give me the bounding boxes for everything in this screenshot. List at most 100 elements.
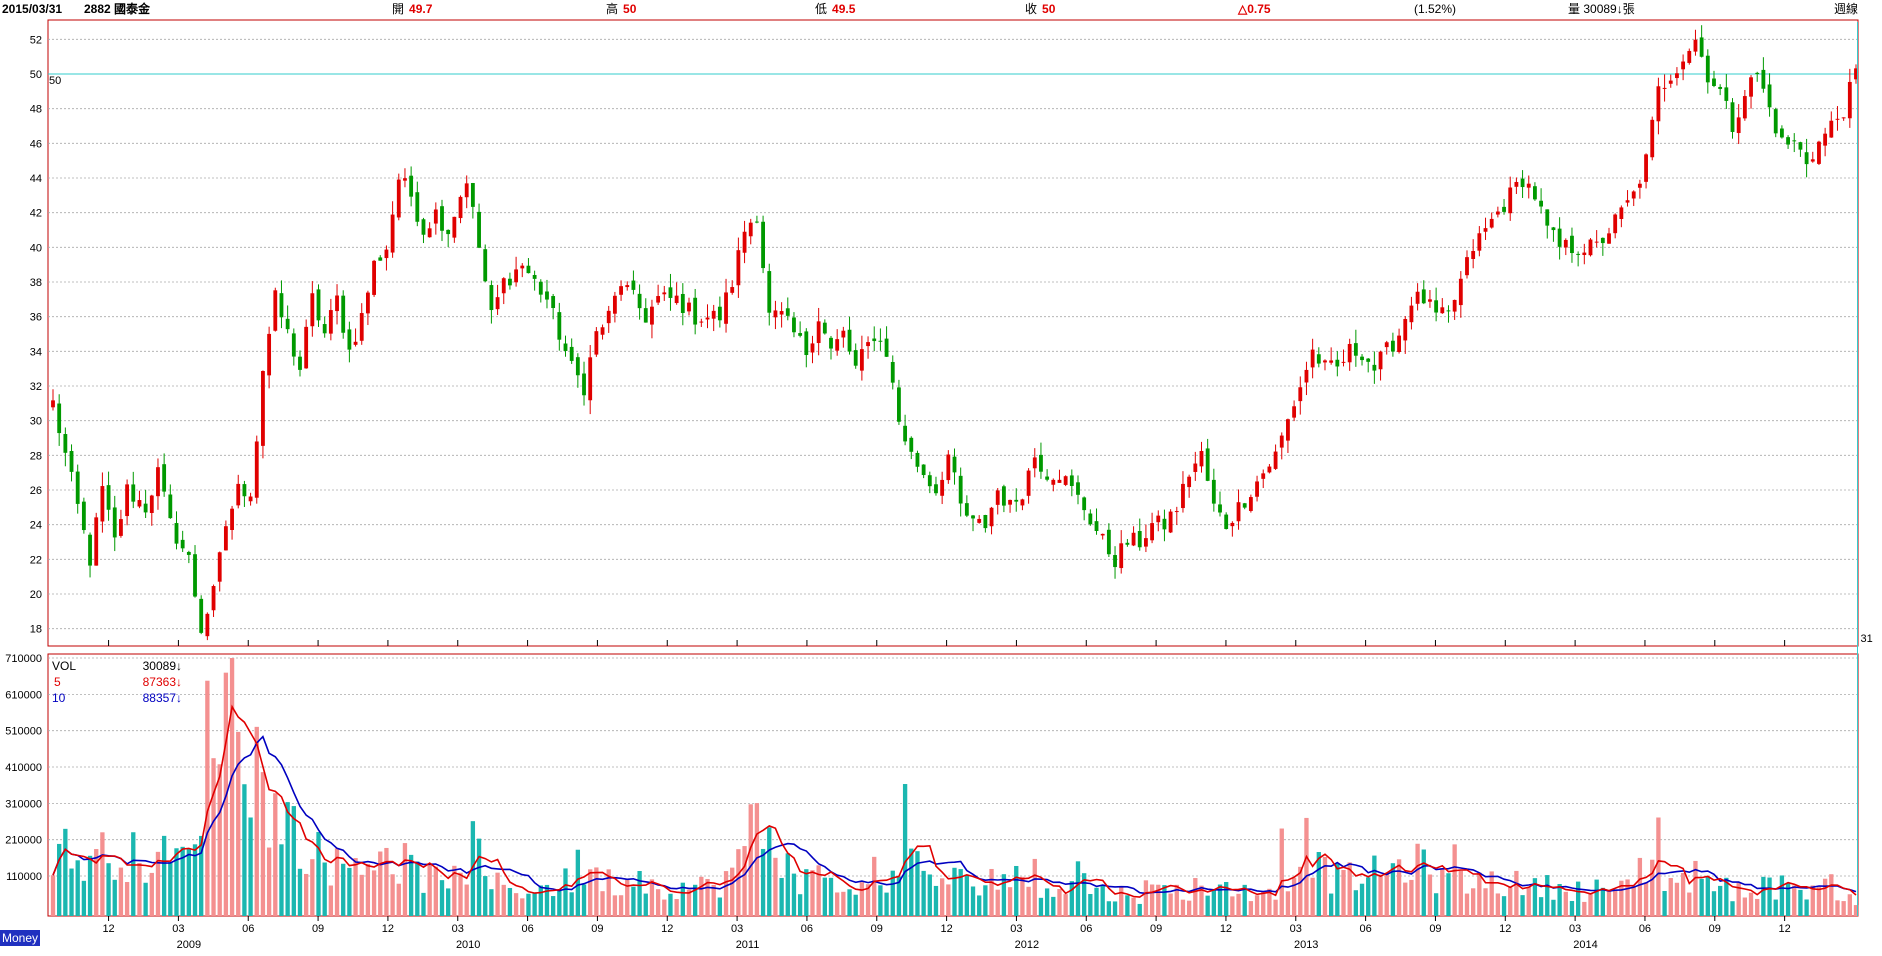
price-tick-label: 30 <box>30 416 42 428</box>
candle-body <box>1773 109 1778 134</box>
volume-bar <box>1347 862 1352 916</box>
price-tick-label: 50 <box>30 69 42 81</box>
candle-body <box>427 228 432 238</box>
volume-bar <box>581 884 587 916</box>
candle-body <box>495 297 500 310</box>
candle-body <box>106 485 111 510</box>
volume-bar <box>1563 891 1568 916</box>
candle-body <box>575 357 580 376</box>
x-tick-label: 12 <box>1220 923 1232 935</box>
volume-bar <box>1322 856 1328 916</box>
volume-bar <box>1551 899 1556 916</box>
candle-body <box>1656 86 1661 122</box>
volume-bar <box>1804 899 1809 916</box>
volume-bar <box>791 873 797 916</box>
x-tick-label: 12 <box>940 923 952 935</box>
candle-body <box>816 321 821 344</box>
candle-body <box>1051 479 1056 485</box>
price-tick-label: 34 <box>30 346 42 358</box>
candle-body <box>711 310 716 319</box>
candle-body <box>785 308 790 316</box>
candle-body <box>51 400 55 408</box>
volume-bar <box>50 875 56 916</box>
legend-vol-label: VOL <box>52 659 77 673</box>
candle-body <box>63 434 68 453</box>
change-percent: (1.52%) <box>1414 2 1457 16</box>
period-label[interactable]: 週線 <box>1834 2 1859 16</box>
candle-body <box>1409 305 1414 323</box>
candle-body <box>193 554 197 597</box>
volume-bar <box>390 874 395 916</box>
candle-body <box>230 508 234 530</box>
candle-body <box>1353 343 1358 356</box>
candle-body <box>1730 102 1735 132</box>
volume-bar <box>137 862 142 916</box>
volume-bar <box>1100 885 1105 916</box>
candle-body <box>1026 470 1031 496</box>
volume-bar <box>1822 878 1828 916</box>
volume-bar <box>1625 879 1630 916</box>
volume-bar <box>124 882 130 916</box>
candle-body <box>1211 479 1216 504</box>
candle-body <box>964 503 969 516</box>
volume-label: 量 <box>1568 2 1581 16</box>
candle-body <box>971 515 975 519</box>
candle-body <box>841 330 846 338</box>
volume-bar <box>983 885 988 916</box>
price-tick-label: 44 <box>30 173 42 185</box>
money-badge[interactable]: Money <box>0 930 41 946</box>
volume-bar <box>242 784 247 916</box>
volume-bar <box>1471 888 1476 916</box>
quote-date: 2015/03/31 <box>2 2 63 16</box>
candle-body <box>1310 349 1315 368</box>
volume-bar <box>1007 887 1013 916</box>
candle-body <box>1607 233 1611 244</box>
volume-bar <box>1452 844 1457 916</box>
candle-body <box>119 519 123 536</box>
cursor-label: 31 <box>1861 633 1873 645</box>
volume-bar <box>378 851 383 916</box>
price-tick-label: 18 <box>30 624 42 636</box>
volume-bar <box>279 844 284 916</box>
candle-body <box>446 229 451 235</box>
candle-body <box>483 249 488 282</box>
candle-body <box>1458 278 1463 306</box>
candle-body <box>1514 181 1519 187</box>
volume-bar <box>828 877 834 916</box>
volume-bar <box>1390 863 1396 916</box>
volume-bar <box>1767 877 1772 916</box>
candle-body <box>1174 511 1179 513</box>
volume-bar <box>1328 893 1334 916</box>
candle-body <box>1187 476 1192 488</box>
candle-body <box>1798 142 1803 150</box>
volume-bar <box>415 861 420 916</box>
volume-bar <box>489 889 494 916</box>
volume-tick-label: 710000 <box>5 653 42 665</box>
volume-bar <box>1619 880 1624 916</box>
volume-bars <box>50 658 1859 916</box>
x-tick-label: 09 <box>1150 923 1162 935</box>
candle-body <box>687 302 691 312</box>
volume-bar <box>859 882 865 916</box>
volume-bar <box>588 869 593 916</box>
candle-body <box>1076 482 1080 495</box>
price-tick-label: 22 <box>30 554 42 566</box>
candle-body <box>236 483 241 506</box>
candle-body <box>261 371 265 446</box>
candle-body <box>1020 499 1025 506</box>
candle-body <box>217 552 222 582</box>
volume-bar <box>1248 901 1254 916</box>
volume-bar <box>1014 865 1019 916</box>
candle-body <box>1242 503 1247 508</box>
candle-body <box>168 494 173 519</box>
volume-bar <box>1020 876 1025 916</box>
volume-bar <box>217 764 222 916</box>
volume-bar <box>1761 876 1766 916</box>
volume-bar <box>112 879 117 916</box>
candle-body <box>384 249 389 259</box>
low-value: 49.5 <box>832 2 856 16</box>
volume-bar <box>779 877 784 916</box>
legend-ma5-row: 5 87363↓ <box>52 674 182 690</box>
candle-body <box>1390 340 1395 352</box>
